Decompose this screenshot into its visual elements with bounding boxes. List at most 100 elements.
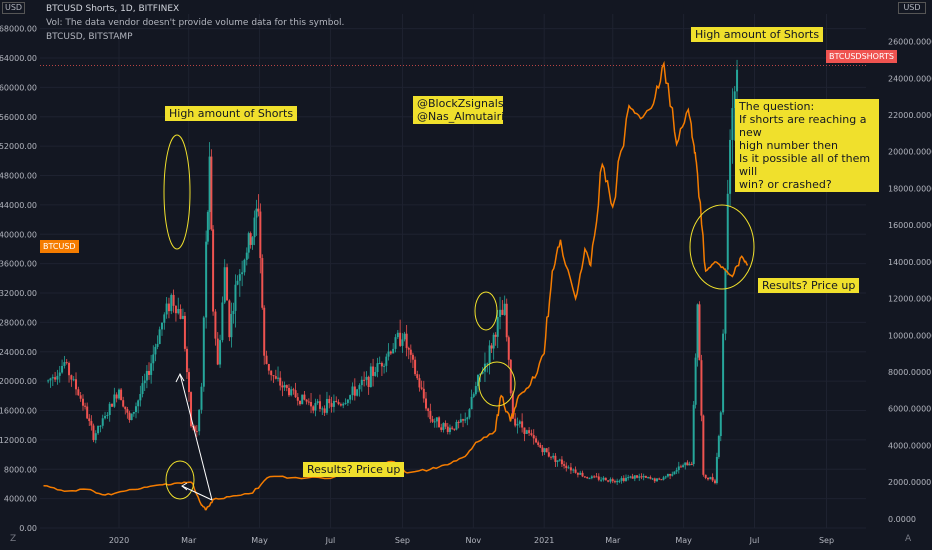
candle-body [310,402,313,407]
candle-body [214,311,217,339]
candle-body [143,380,146,384]
x-tick-label: May [675,536,692,545]
candle-body [671,474,674,476]
arrow-head-up [175,372,185,383]
candle-body [150,363,153,375]
candle-body [700,360,703,416]
candle-body [356,389,359,396]
left-tick-label: 44000.00 [0,201,37,210]
candle-body [490,345,493,349]
candle-body [470,396,473,410]
candle-body [108,403,111,416]
candle-body [462,419,465,421]
candle-body [210,156,213,230]
x-tick-label: Sep [819,536,834,545]
candle-body [518,421,521,424]
candle-body [137,400,140,407]
candle-body [707,477,710,480]
candle-body [253,217,256,238]
question-line-2: If shorts are reaching a new [739,113,867,139]
candle-body [448,427,451,432]
arrow-shaft-up [179,373,213,501]
candle-body [263,307,266,356]
x-tick-label: Jul [749,536,760,545]
candle-body [259,211,262,259]
candle-body [47,380,50,382]
candle-body [629,476,632,478]
candle-body [581,472,584,477]
candle-body [660,479,663,481]
candle-body [193,426,196,432]
candle-body [481,371,484,374]
candle-body [296,397,299,401]
candle-body [666,473,669,477]
candle-body [560,459,563,465]
candle-body [344,402,347,404]
candle-body [216,338,219,365]
candle-body [230,314,233,338]
candle-body [440,427,443,430]
candle-body [677,466,680,471]
x-tick-label: Mar [605,536,621,545]
candle-body [126,409,129,413]
timezone-corner-left[interactable]: Z [10,534,17,544]
candle-body [530,433,533,436]
candle-body [236,280,239,285]
right-tick-label: 12000.0000 [888,295,932,304]
candle-body [642,476,645,478]
candle-body [61,365,64,373]
candle-body [117,389,120,399]
candle-body [459,419,462,423]
candle-body [298,400,301,405]
candle-body [307,401,310,403]
candle-body [337,402,340,405]
candle-body [120,389,123,401]
candle-body [369,366,372,387]
candle-body [472,394,475,397]
candle-body [418,378,421,388]
candle-body [558,459,561,461]
candle-body [152,354,155,364]
candle-body [451,427,454,429]
candle-body [372,366,375,376]
left-tick-label: 24000.00 [0,348,37,357]
candle-body [620,478,623,481]
x-tick-label: Mar [181,536,197,545]
candle-body [709,477,712,480]
candle-body [261,258,264,308]
candle-body [719,412,722,437]
x-tick-label: 2021 [534,536,554,545]
candle-body [376,363,379,372]
candle-body [407,347,410,350]
candle-body [312,406,315,411]
candle-body [627,477,630,479]
candle-body [658,478,661,480]
candle-body [226,267,229,301]
candle-body [122,400,125,407]
right-tick-label: 2000.0000 [888,478,931,487]
candle-body [392,348,395,354]
candle-body [272,375,275,377]
candle-body [148,370,151,375]
candle-body [219,340,222,365]
candle-body [698,304,701,361]
right-axis-unit[interactable]: USD [898,2,926,14]
candle-body [332,400,335,407]
candle-body [349,395,352,400]
callout-results-right: Results? Price up [758,278,860,293]
candle-body [128,412,131,421]
candle-body [113,394,116,407]
candle-body [212,229,215,312]
candle-body [277,377,280,379]
candle-body [205,241,208,318]
candle-body [690,463,693,465]
auto-scale-corner-right[interactable]: A [905,534,912,544]
candle-body [223,267,226,303]
candle-body [198,409,201,432]
ring-price-march [165,460,195,500]
candle-body [597,476,600,480]
candle-body [416,374,419,379]
handle-1: @BlockZsignals [417,97,504,110]
right-tick-label: 22000.0000 [888,111,932,120]
candle-body [346,399,349,403]
